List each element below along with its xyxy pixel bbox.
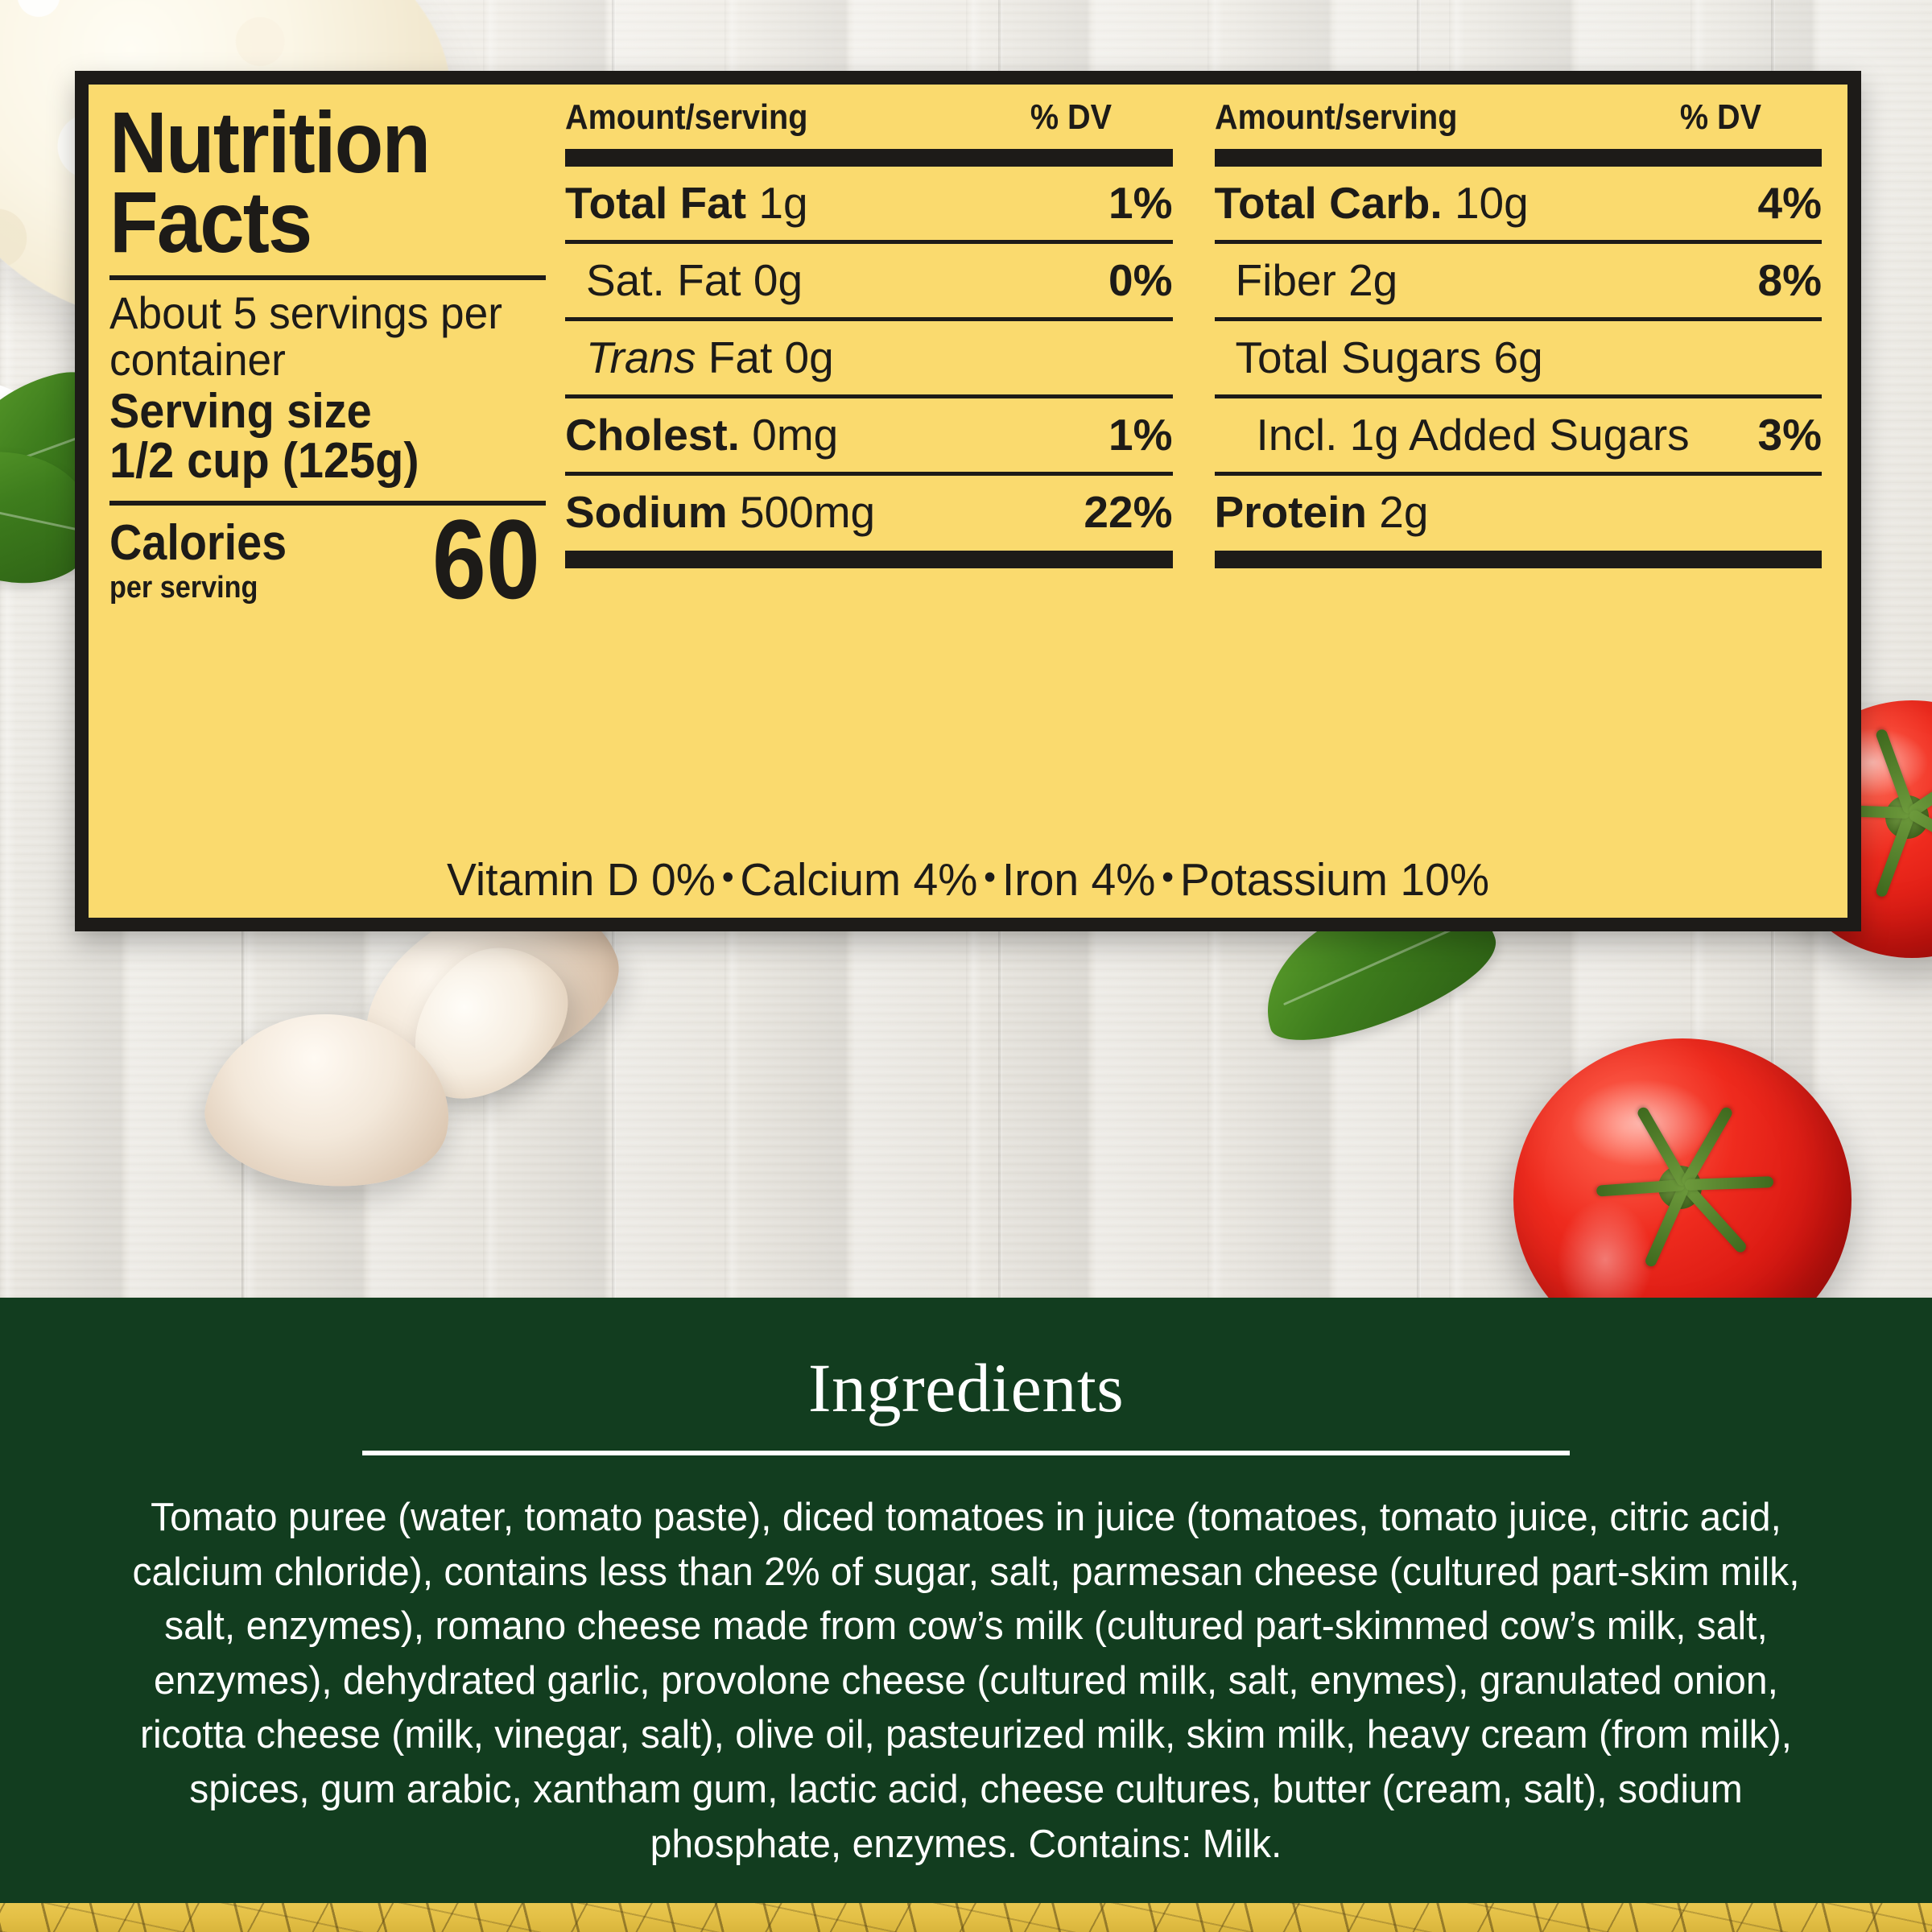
amount-per-serving-header: Amount/serving xyxy=(1214,97,1457,137)
nutrient-name: Total Sugars 6g xyxy=(1235,332,1543,382)
ingredients-panel: Ingredients Tomato puree (water, tomato … xyxy=(0,1298,1932,1903)
bullet-separator-icon: • xyxy=(721,857,734,897)
nutrient-row: Total Carb. 10g 4% xyxy=(1214,167,1823,244)
nutrition-summary-column: Nutrition Facts About 5 servings per con… xyxy=(109,97,560,918)
servings-per-container: About 5 servings per container xyxy=(109,287,502,385)
header-rule xyxy=(1214,149,1822,167)
calories-sublabel: per serving xyxy=(109,571,258,605)
nutrient-column-b: Amount/serving % DV Total Carb. 10g 4% Fib… xyxy=(1178,97,1827,918)
calories-label: Calories xyxy=(109,515,287,572)
nutrient-rows-b: Total Carb. 10g 4% Fiber 2g 8% Total Sugars … xyxy=(1214,167,1823,549)
nutrition-facts-title: Nutrition Facts xyxy=(109,93,431,271)
nutrient-percent-dv: 0% xyxy=(1108,255,1173,305)
nutrient-name: Total Fat 1g xyxy=(565,178,808,228)
nutrient-row: Total Sugars 6g xyxy=(1214,321,1822,398)
nutrient-percent-dv: 3% xyxy=(1757,410,1823,460)
divider xyxy=(109,500,546,506)
nutrient-row: Fiber 2g 8% xyxy=(1214,244,1823,321)
ingredients-title: Ingredients xyxy=(807,1349,1125,1426)
divider xyxy=(109,275,546,280)
nutrient-row: Total Fat 1g 1% xyxy=(565,167,1173,244)
micronutrient-value: Iron 4% xyxy=(1001,854,1156,906)
nutrient-row: Sat. Fat 0g 0% xyxy=(565,244,1173,321)
calories-row: Calories per serving 60 xyxy=(109,495,546,622)
bottom-texture-strip xyxy=(0,1903,1932,1932)
bullet-separator-icon: • xyxy=(984,857,997,897)
footer-rule xyxy=(1214,551,1822,568)
footer-rule xyxy=(565,551,1173,568)
serving-size-value: 1/2 cup (125g) xyxy=(109,433,419,489)
column-b-header: Amount/serving % DV xyxy=(1215,97,1761,138)
percent-dv-header: % DV xyxy=(1030,97,1113,137)
nutrient-name: Protein 2g xyxy=(1214,487,1429,537)
nutrient-row: Cholest. 0mg 1% xyxy=(565,398,1173,476)
nutrient-row: Protein 2g xyxy=(1215,476,1823,549)
nutrient-rows-a: Total Fat 1g 1% Sat. Fat 0g 0% Trans Fat 0g C… xyxy=(565,167,1173,549)
nutrient-name: Sat. Fat 0g xyxy=(586,255,803,305)
nutrient-percent-dv: 4% xyxy=(1757,178,1823,228)
nutrient-row: Sodium 500mg 22% xyxy=(565,476,1173,549)
ingredients-text: Tomato puree (water, tomato paste), dice… xyxy=(132,1496,1800,1866)
header-rule xyxy=(565,149,1173,167)
calories-value: 60 xyxy=(432,495,541,622)
nutrient-percent-dv: 1% xyxy=(1108,178,1173,228)
tomato xyxy=(1513,1038,1852,1298)
nutrient-name: Fiber 2g xyxy=(1235,255,1398,305)
ingredients-divider xyxy=(362,1451,1570,1455)
micronutrient-value: Potassium 10% xyxy=(1179,854,1490,906)
nutrient-name: Trans Fat 0g xyxy=(586,332,834,382)
micronutrient-value: Calcium 4% xyxy=(740,854,978,906)
serving-size-label: Serving size xyxy=(109,384,372,439)
nutrient-column-a: Amount/serving % DV Total Fat 1g 1% Sat. F… xyxy=(560,97,1178,918)
amount-per-serving-header: Amount/serving xyxy=(565,97,808,137)
nutrient-name: Incl. 1g Added Sugars xyxy=(1256,410,1690,460)
bullet-separator-icon: • xyxy=(1162,857,1174,897)
nutrient-name: Total Carb. 10g xyxy=(1214,178,1529,228)
nutrient-percent-dv: 1% xyxy=(1108,410,1173,460)
nutrient-name: Sodium 500mg xyxy=(565,487,876,537)
micronutrient-value: Vitamin D 0% xyxy=(446,854,716,906)
nutrient-percent-dv: 22% xyxy=(1084,487,1173,537)
nutrition-facts-label: Nutrition Facts About 5 servings per con… xyxy=(75,71,1861,931)
nutrient-percent-dv: 8% xyxy=(1757,255,1823,305)
nutrient-row: Incl. 1g Added Sugars 3% xyxy=(1214,398,1823,476)
column-a-header: Amount/serving % DV xyxy=(565,97,1112,138)
percent-dv-header: % DV xyxy=(1679,97,1761,137)
nutrient-name: Cholest. 0mg xyxy=(565,410,839,460)
nutrient-row: Trans Fat 0g xyxy=(565,321,1173,398)
micronutrient-row: Vitamin D 0% • Calcium 4% • Iron 4% • Potassiu… xyxy=(135,853,1801,906)
